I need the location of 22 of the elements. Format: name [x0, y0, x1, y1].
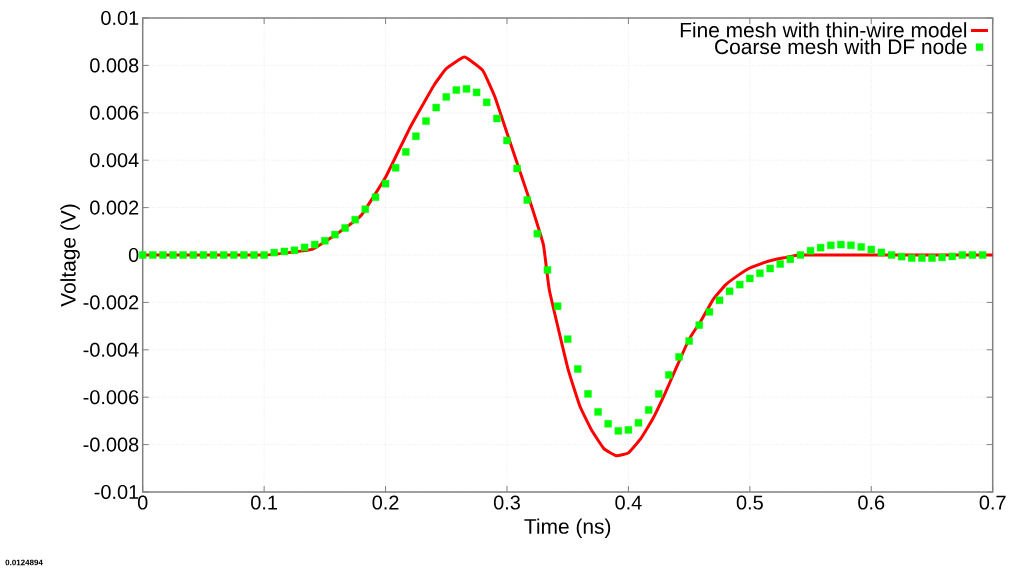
x-tick-label: 0.7: [979, 495, 1006, 510]
x-tick-label: 0.1: [251, 495, 278, 510]
x-tick-label: 0.6: [858, 495, 885, 510]
y-tick-label: -0.008: [83, 437, 139, 452]
y-tick-label: -0.002: [83, 295, 139, 310]
x-tick-label: 0.2: [372, 495, 399, 510]
y-tick-label: -0.01: [94, 484, 139, 500]
x-axis-title: Time (ns): [524, 518, 611, 538]
x-tick-label: 0.3: [493, 495, 520, 510]
y-tick-label: 0.006: [90, 105, 139, 120]
y-tick-label: 0: [128, 247, 139, 263]
legend-label: Fine mesh with thin-wire model: [680, 22, 967, 38]
x-tick-label: 0.5: [736, 495, 763, 510]
y-axis-title: Voltage (V): [60, 204, 80, 307]
y-tick-label: 0.004: [90, 153, 139, 168]
y-tick-label: -0.006: [83, 390, 139, 405]
y-tick-label: 0.002: [90, 200, 139, 215]
x-tick-label: 0.4: [615, 495, 642, 510]
legend-label: Coarse mesh with DF node: [715, 38, 967, 55]
y-tick-label: 0.01: [101, 10, 139, 26]
y-tick-label: -0.004: [83, 342, 139, 357]
y-tick-label: 0.008: [90, 58, 139, 73]
